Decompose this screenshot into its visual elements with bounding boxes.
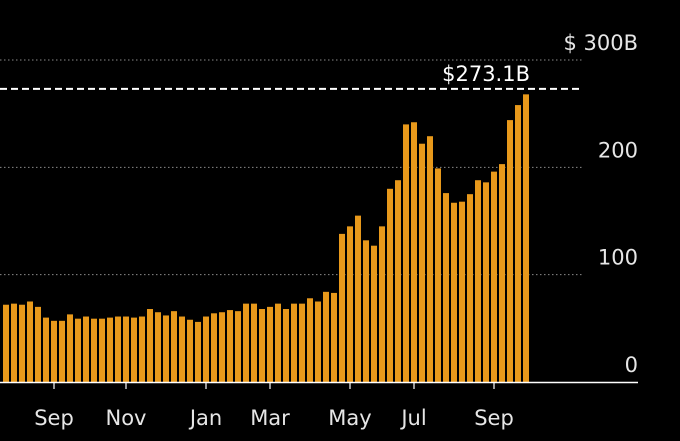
bar [19, 304, 25, 382]
bar [323, 291, 329, 382]
x-tick-label: Mar [250, 406, 290, 430]
bar [163, 315, 169, 382]
x-tick-label: Sep [474, 406, 514, 430]
bar [123, 316, 129, 382]
bar [371, 245, 377, 382]
bar [483, 182, 489, 382]
bar [219, 312, 225, 382]
bar [379, 226, 385, 382]
bar [515, 105, 521, 382]
bar [491, 171, 497, 382]
bar [283, 309, 289, 382]
bar [307, 298, 313, 382]
bar [499, 164, 505, 382]
x-tick-label: Sep [34, 406, 74, 430]
bar [3, 304, 9, 382]
bar [331, 292, 337, 382]
bar [459, 201, 465, 382]
bar [315, 301, 321, 382]
bar [435, 168, 441, 382]
bar [35, 306, 41, 382]
bar [75, 318, 81, 382]
y-axis-tick-labels: 0 100 200 $ 300B [563, 31, 638, 377]
bar [395, 180, 401, 382]
bar [347, 226, 353, 382]
bar [147, 309, 153, 382]
bar [91, 318, 97, 382]
bar [187, 319, 193, 382]
bar [155, 312, 161, 382]
bar [99, 318, 105, 382]
bar [363, 240, 369, 382]
bar [171, 311, 177, 382]
bar [299, 303, 305, 382]
y-tick-label: 0 [625, 353, 638, 377]
x-tick-label: Nov [106, 406, 147, 430]
bar [59, 320, 65, 382]
bar [523, 94, 529, 382]
bar [27, 301, 33, 382]
bar [411, 122, 417, 383]
bar [235, 311, 241, 382]
bar [339, 233, 345, 382]
y-tick-label: $ 300B [563, 31, 638, 55]
bar [507, 120, 513, 383]
bar [107, 317, 113, 382]
bar [475, 180, 481, 382]
bar [355, 215, 361, 382]
bar [211, 313, 217, 382]
bar [267, 306, 273, 382]
bar [131, 317, 137, 382]
bar [227, 310, 233, 382]
x-tick-label: Jan [188, 406, 222, 430]
bar [83, 316, 89, 382]
x-tick-label: May [328, 406, 371, 430]
bar [51, 320, 57, 382]
bar [275, 303, 281, 382]
bar [139, 316, 145, 382]
bar [203, 316, 209, 382]
bar [243, 303, 249, 382]
bar [115, 316, 121, 382]
bar [403, 124, 409, 383]
bar [11, 303, 17, 382]
bar [419, 143, 425, 382]
reference-line-label: $273.1B [442, 62, 530, 86]
bar [67, 314, 73, 382]
bar [427, 136, 433, 382]
y-tick-label: 200 [598, 138, 638, 162]
bar [467, 194, 473, 382]
y-tick-label: 100 [598, 246, 638, 270]
bar [251, 303, 257, 382]
bar [387, 188, 393, 382]
x-tick-label: Jul [399, 406, 426, 430]
bar [259, 309, 265, 382]
bar [195, 321, 201, 382]
bar [443, 193, 449, 382]
bar [179, 316, 185, 382]
bar [451, 202, 457, 382]
x-axis-tick-labels: Sep Nov Jan Mar May Jul Sep [34, 382, 514, 430]
bar [291, 303, 297, 382]
bar [43, 317, 49, 382]
bar-series [3, 94, 529, 383]
